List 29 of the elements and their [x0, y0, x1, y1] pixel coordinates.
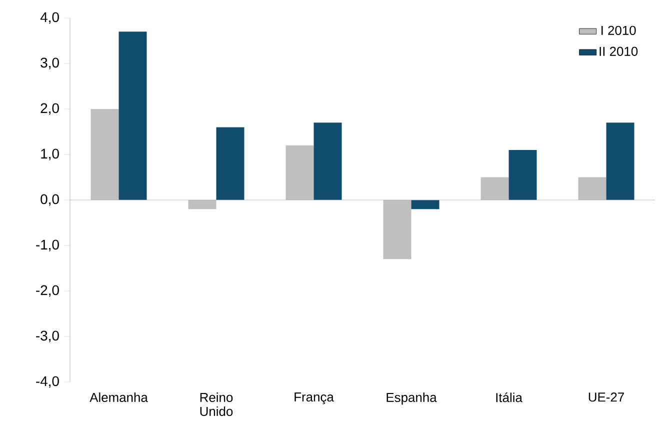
x-tick-label: Itália [496, 392, 522, 402]
x-tick-label: Alemanha [90, 392, 148, 402]
bar [578, 177, 606, 200]
x-tick-label: França [294, 392, 334, 404]
bar [90, 109, 119, 200]
y-tick-label: 0,0 [40, 194, 59, 206]
bar [480, 177, 509, 200]
bar [188, 200, 216, 210]
y-tick-label: -2,0 [36, 285, 59, 297]
y-tick-label: -4,0 [36, 376, 59, 388]
bar [383, 200, 412, 260]
y-tick-label: 1,0 [41, 148, 59, 160]
bar [216, 127, 244, 200]
bar [118, 32, 147, 200]
y-tick-label: -1,0 [36, 240, 59, 252]
y-tick-label: 4,0 [40, 12, 59, 24]
y-tick-label: -3,0 [36, 330, 59, 342]
y-tick-label: 2,0 [40, 103, 59, 115]
bar [286, 145, 314, 200]
legend-label: I 2010 [602, 26, 636, 35]
x-tick-label: Reino Unido [200, 392, 233, 416]
bar [606, 122, 634, 200]
y-tick-label: 3,0 [40, 58, 59, 70]
bar [411, 200, 440, 210]
bar [508, 150, 537, 200]
legend-label: II 2010 [600, 46, 638, 56]
x-tick-label: Espanha [386, 392, 437, 405]
x-tick-label: UE-27 [588, 392, 624, 402]
bar [314, 122, 342, 200]
